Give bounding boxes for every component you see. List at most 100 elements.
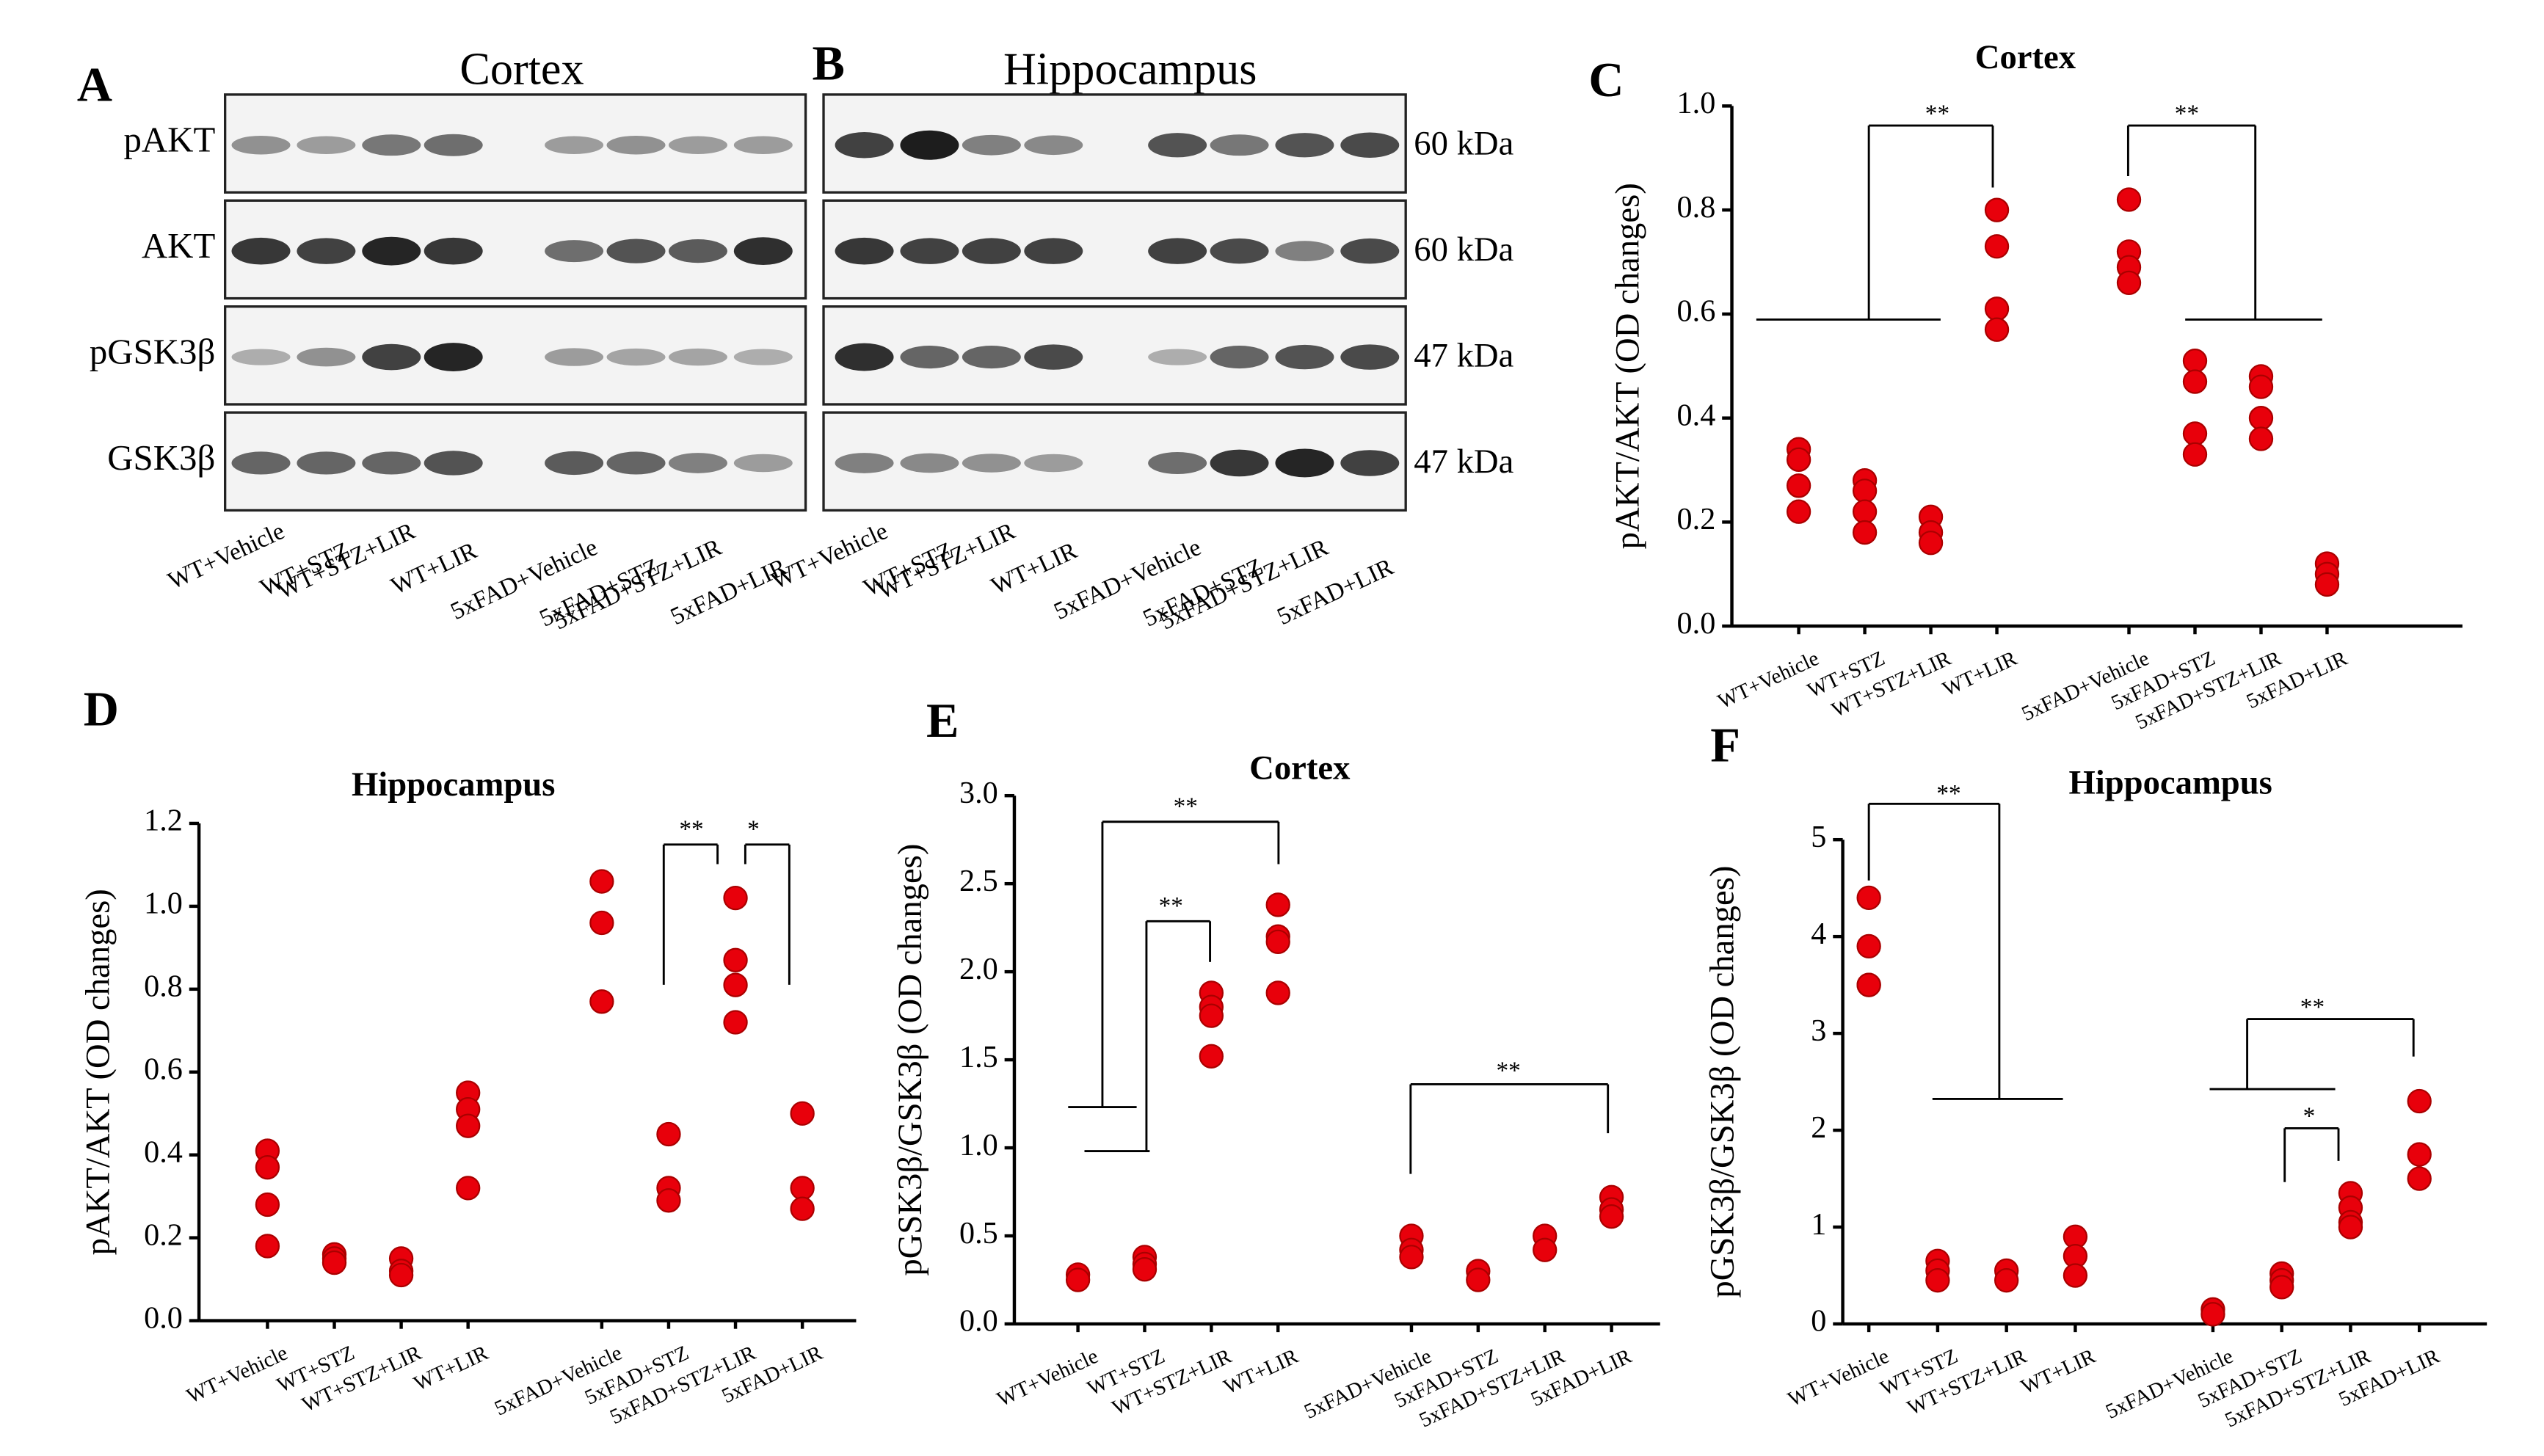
blot-size-label: 60 kDa bbox=[1414, 230, 1513, 269]
blot-band bbox=[1148, 238, 1207, 264]
y-tick-label: 4 bbox=[1811, 917, 1826, 951]
data-point bbox=[1925, 1267, 1950, 1293]
blot-band bbox=[1024, 238, 1083, 264]
blot-band bbox=[297, 238, 356, 264]
x-tick-label: WT+LIR bbox=[1939, 647, 2021, 702]
blot-band bbox=[668, 136, 727, 154]
blot-band bbox=[1340, 132, 1400, 158]
blot-band bbox=[606, 451, 666, 475]
y-tick-label: 0.8 bbox=[144, 969, 183, 1004]
data-point bbox=[1856, 972, 1881, 997]
data-point bbox=[2182, 369, 2208, 394]
data-point bbox=[656, 1188, 681, 1213]
data-point bbox=[589, 869, 614, 894]
blot-band bbox=[668, 453, 727, 473]
blot-size-label: 47 kDa bbox=[1414, 336, 1513, 374]
blot-band bbox=[1340, 450, 1400, 476]
blot-band bbox=[1210, 346, 1269, 369]
y-tick-label: 0.6 bbox=[144, 1052, 183, 1086]
blot-band bbox=[1148, 349, 1207, 365]
y-tick-label: 0.0 bbox=[959, 1304, 998, 1339]
blot-band bbox=[362, 134, 421, 156]
data-point bbox=[1786, 499, 1811, 524]
blot-band bbox=[835, 343, 894, 371]
data-point bbox=[1265, 929, 1290, 955]
y-axis-label: pGSK3β/GSK3β (OD changes) bbox=[891, 844, 929, 1276]
data-point bbox=[1852, 478, 1878, 503]
blot-band bbox=[668, 348, 727, 366]
data-point bbox=[790, 1196, 815, 1221]
y-tick-label: 0 bbox=[1811, 1304, 1826, 1339]
data-point bbox=[1786, 473, 1811, 498]
blot-band bbox=[1148, 133, 1207, 158]
data-point bbox=[388, 1262, 414, 1288]
data-point bbox=[1984, 197, 2010, 222]
blot-band bbox=[362, 451, 421, 475]
data-point bbox=[2248, 426, 2274, 451]
y-tick-label: 1.0 bbox=[144, 887, 183, 921]
data-point bbox=[2338, 1215, 2363, 1240]
panel-label: B bbox=[812, 37, 844, 91]
blot-band bbox=[231, 349, 291, 365]
panel-label: E bbox=[926, 694, 959, 748]
y-tick-label: 1.0 bbox=[1677, 86, 1716, 120]
blot-band bbox=[231, 237, 291, 265]
blot-band bbox=[1024, 454, 1083, 473]
blot-size-label: 60 kDa bbox=[1414, 125, 1513, 163]
blot-band bbox=[1275, 448, 1334, 478]
x-tick-label: WT+Vehicle bbox=[1784, 1344, 1892, 1411]
blot-title: Cortex bbox=[459, 44, 584, 94]
blot-band bbox=[733, 349, 793, 365]
blot-band bbox=[362, 236, 421, 266]
blot-band bbox=[424, 343, 483, 371]
blot-band bbox=[900, 346, 959, 369]
data-point bbox=[321, 1250, 347, 1275]
blot-frame bbox=[223, 305, 807, 406]
blot-band bbox=[1210, 449, 1269, 477]
data-point bbox=[589, 989, 614, 1014]
blot-band bbox=[606, 135, 666, 155]
y-tick-label: 0.4 bbox=[144, 1135, 183, 1169]
blot-frame bbox=[223, 93, 807, 194]
data-point bbox=[1856, 885, 1881, 911]
y-tick-label: 1.0 bbox=[959, 1128, 998, 1162]
blot-band bbox=[362, 343, 421, 371]
data-point bbox=[2182, 442, 2208, 467]
blot-band bbox=[900, 453, 959, 473]
blot-band bbox=[668, 239, 727, 263]
y-tick-label: 3.0 bbox=[959, 776, 998, 810]
y-tick-label: 5 bbox=[1811, 820, 1826, 854]
data-point bbox=[2407, 1088, 2432, 1114]
blot-band bbox=[1340, 238, 1400, 264]
blot-band bbox=[424, 451, 483, 476]
blot-band bbox=[297, 347, 356, 367]
significance-label: ** bbox=[1174, 793, 1198, 820]
panel-label: A bbox=[77, 58, 112, 112]
x-tick-label: WT+LIR bbox=[2018, 1344, 2100, 1399]
data-point bbox=[2182, 421, 2208, 446]
data-point bbox=[1852, 499, 1878, 524]
significance-label: ** bbox=[1159, 892, 1183, 920]
blot-band bbox=[835, 131, 894, 159]
blot-band bbox=[1148, 451, 1207, 474]
data-point bbox=[1599, 1204, 1624, 1229]
data-point bbox=[2248, 374, 2274, 399]
data-point bbox=[1533, 1237, 1558, 1262]
data-point bbox=[1265, 980, 1290, 1005]
blot-band bbox=[1024, 344, 1083, 370]
panel-label: F bbox=[1710, 718, 1740, 772]
chart-title: Cortex bbox=[1975, 38, 2076, 76]
blot-band bbox=[297, 451, 356, 475]
blot-band bbox=[962, 454, 1021, 473]
data-point bbox=[1918, 531, 1944, 556]
blot-band bbox=[835, 237, 894, 265]
data-point bbox=[1199, 1003, 1224, 1028]
blot-band bbox=[962, 346, 1021, 369]
data-point bbox=[1984, 317, 2010, 342]
blot-band bbox=[900, 238, 959, 264]
significance-label: ** bbox=[679, 816, 703, 843]
blot-band bbox=[424, 237, 483, 265]
x-tick-label: WT+LIR bbox=[410, 1341, 493, 1396]
blot-band bbox=[1275, 241, 1334, 262]
